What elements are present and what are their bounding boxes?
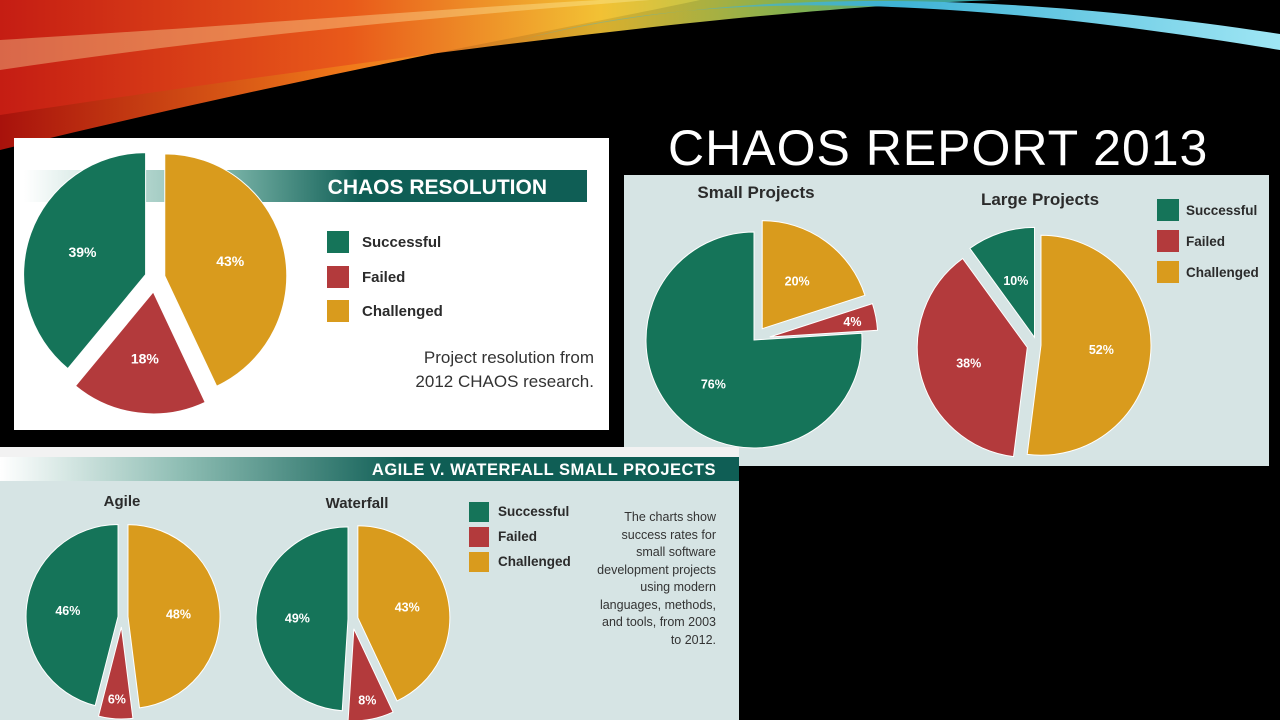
pie-label-challenged: 52% — [1089, 343, 1114, 357]
legend-swatch-successful — [469, 502, 489, 522]
banner-title: AGILE V. WATERFALL SMALL PROJECTS — [372, 461, 716, 479]
pie-label-successful: 10% — [1003, 274, 1028, 288]
pie-label-challenged: 43% — [395, 601, 420, 615]
banner-title: CHAOS RESOLUTION — [328, 176, 547, 199]
chaos-resolution-panel: CHAOS RESOLUTION 43% 18% 39% Successful Fa… — [14, 138, 609, 430]
pie-slice-successful — [23, 152, 147, 370]
pie-large-projects: 52% 38% 10% — [916, 226, 1152, 458]
pie-slice-failed — [347, 628, 394, 720]
legend: Successful Failed Challenged — [1157, 199, 1259, 283]
pie-label-failed: 4% — [843, 315, 861, 329]
pie-label-failed: 38% — [956, 357, 981, 371]
legend-swatch-challenged — [469, 552, 489, 572]
chart-title-large-projects: Large Projects — [981, 190, 1099, 209]
legend: Successful Failed Challenged — [327, 231, 443, 322]
pie-slice-successful — [25, 523, 119, 707]
legend-label-successful: Successful — [1186, 203, 1257, 218]
agile-waterfall-panel: AGILE V. WATERFALL SMALL PROJECTS Agile … — [0, 447, 739, 720]
pie-slice-challenged — [127, 524, 221, 709]
legend-swatch-challenged — [1157, 261, 1179, 283]
pie-label-successful: 76% — [701, 377, 726, 391]
pie-label-challenged: 20% — [785, 275, 810, 289]
pie-slice-successful — [645, 231, 863, 449]
decorative-swoosh — [0, 0, 1280, 150]
pie-label-successful: 39% — [68, 244, 97, 260]
pie-label-challenged: 43% — [216, 253, 245, 269]
pie-slice-failed — [74, 290, 206, 415]
legend-swatch-challenged — [327, 300, 349, 322]
slide-title: CHAOS REPORT 2013 — [668, 120, 1209, 176]
pie-label-successful: 49% — [285, 611, 310, 625]
pie-small-projects: 20% 4% 76% — [645, 220, 879, 449]
pie-waterfall: 43% 8% 49% — [255, 525, 451, 720]
legend-label-failed: Failed — [362, 269, 405, 286]
agile-note: The charts show success rates for small … — [597, 510, 716, 647]
pie-slice-challenged — [164, 153, 288, 387]
pie-slice-failed — [916, 257, 1028, 458]
banner-background — [0, 457, 739, 481]
resolution-note-line2: 2012 CHAOS research. — [415, 372, 594, 391]
pie-label-successful: 46% — [55, 604, 80, 618]
pie-label-failed: 18% — [131, 350, 160, 366]
pie-slice-failed — [97, 626, 134, 720]
chart-title-small-projects: Small Projects — [697, 183, 814, 202]
legend-label-challenged: Challenged — [1186, 265, 1259, 280]
chart-title-waterfall: Waterfall — [326, 495, 389, 512]
pie-slice-challenged — [761, 220, 866, 330]
pie-label-failed: 6% — [108, 693, 126, 707]
resolution-note: Project resolution from 2012 CHAOS resea… — [374, 346, 594, 394]
legend-label-challenged: Challenged — [498, 554, 571, 569]
legend-swatch-failed — [327, 266, 349, 288]
project-size-graphic: Small Projects Large Projects 20% 4% 76% 5… — [645, 183, 1259, 458]
pie-slice-challenged — [1026, 234, 1152, 456]
chaos-resolution-graphic: CHAOS RESOLUTION 43% 18% 39% Successful Fa… — [23, 152, 587, 415]
chart-title-agile: Agile — [104, 493, 141, 510]
legend: Successful Failed Challenged — [469, 502, 571, 572]
legend-label-failed: Failed — [498, 529, 537, 544]
legend-label-successful: Successful — [498, 504, 569, 519]
pie-label-challenged: 48% — [166, 607, 191, 621]
pie-slice-failed — [769, 302, 879, 338]
legend-label-challenged: Challenged — [362, 303, 443, 320]
legend-swatch-successful — [1157, 199, 1179, 221]
legend-label-failed: Failed — [1186, 234, 1225, 249]
legend-label-successful: Successful — [362, 234, 441, 251]
legend-swatch-failed — [1157, 230, 1179, 252]
pie-resolution: 43% 18% 39% — [23, 152, 288, 415]
pie-slice-challenged — [357, 525, 451, 702]
resolution-note-line1: Project resolution from — [423, 348, 594, 367]
agile-waterfall-graphic: AGILE V. WATERFALL SMALL PROJECTS Agile … — [0, 457, 739, 720]
legend-swatch-successful — [327, 231, 349, 253]
project-size-panel: Small Projects Large Projects 20% 4% 76% 5… — [624, 175, 1269, 466]
pie-slice-successful — [969, 226, 1036, 339]
legend-swatch-failed — [469, 527, 489, 547]
pie-label-failed: 8% — [358, 693, 376, 707]
pie-slice-successful — [255, 526, 349, 712]
pie-agile: 48% 6% 46% — [25, 523, 221, 720]
